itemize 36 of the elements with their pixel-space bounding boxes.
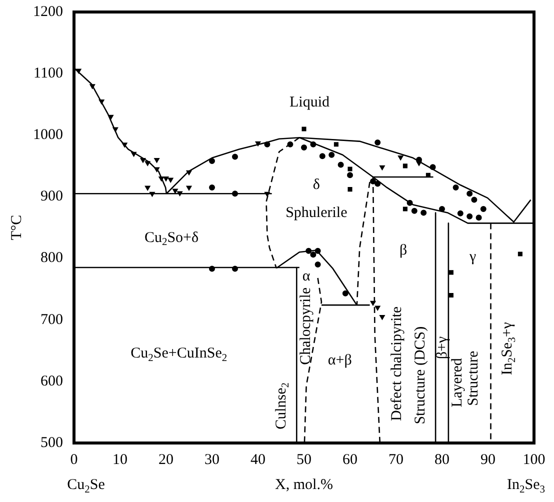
y-tick-label: 600 — [40, 373, 63, 390]
y-tick-label: 1000 — [33, 127, 63, 144]
x-tick-label: 90 — [480, 452, 496, 468]
x-tick-label: 40 — [250, 452, 266, 468]
y-axis-title: T°C — [8, 214, 25, 240]
annotation: β+γ — [434, 336, 450, 360]
x-axis-title: X, mol.% — [275, 476, 333, 493]
annotation: Liquid — [290, 94, 330, 110]
y-tick-label: 800 — [40, 250, 63, 266]
y-tick-label: 1200 — [33, 4, 63, 20]
annotation: Layered — [450, 358, 466, 408]
y-tick-label: 500 — [40, 434, 63, 451]
annotation: Culnse2 — [273, 382, 292, 430]
x-tick-label: 0 — [70, 452, 78, 468]
x-tick-label: 80 — [434, 452, 450, 468]
annotation: In2Se3+γ — [500, 322, 518, 376]
annotation: Chalocpyrile — [298, 287, 314, 365]
y-tick-label: 700 — [40, 312, 63, 328]
x-tick-label: 60 — [342, 452, 358, 468]
y-tick-label: 1100 — [34, 66, 63, 82]
x-tick-label: 100 — [522, 452, 546, 468]
x-tick-label: 30 — [204, 452, 220, 468]
annotation: α — [302, 268, 310, 285]
annotation: γ — [468, 249, 477, 266]
annotation: α+β — [328, 352, 352, 369]
x-tick-label: 70 — [388, 452, 404, 468]
annotation: Sphulerile — [286, 204, 348, 221]
y-tick-label: 900 — [40, 188, 63, 205]
x-tick-label: 20 — [158, 452, 174, 468]
annotation: β — [400, 242, 408, 258]
annotation: δ — [312, 176, 320, 193]
x-tick-label: 10 — [112, 452, 128, 468]
annotation: Defect chalcipyrite — [388, 306, 405, 421]
annotation: Structure — [466, 350, 482, 406]
annotation: Structure (DCS) — [412, 326, 428, 424]
x-tick-label: 50 — [296, 452, 312, 468]
